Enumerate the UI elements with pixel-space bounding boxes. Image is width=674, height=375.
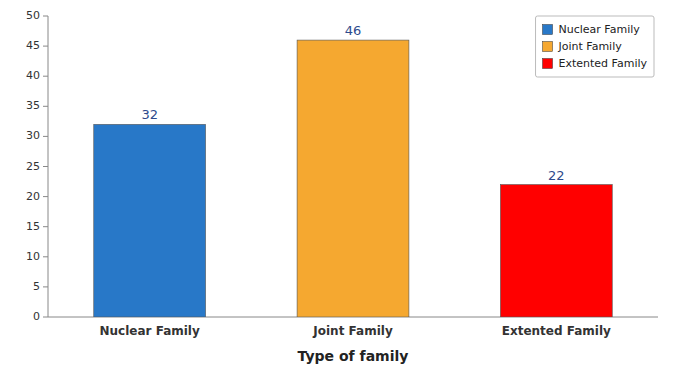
y-tick-label: 0 (33, 310, 40, 323)
legend-frame (536, 16, 654, 77)
y-tick-label: 50 (26, 9, 40, 22)
x-tick-label: Joint Family (312, 324, 393, 338)
y-tick (43, 286, 48, 287)
y-tick-label: 35 (26, 99, 40, 112)
y-tick (43, 76, 48, 77)
y-tick (43, 46, 48, 47)
y-axis: 0 5 10 15 20 25 30 35 40 45 50 (26, 9, 48, 323)
x-tick-label: Nuclear Family (100, 324, 200, 338)
bar (500, 185, 612, 317)
chart-container: 0 5 10 15 20 25 30 35 40 45 50 Nuclear Family Joint … (0, 0, 674, 375)
y-tick (43, 317, 48, 318)
y-tick (43, 106, 48, 107)
legend-swatch (543, 25, 553, 35)
y-tick-label: 25 (26, 160, 40, 173)
chart: 0 5 10 15 20 25 30 35 40 45 50 Nuclear Family Joint … (0, 0, 674, 375)
y-tick-label: 5 (33, 280, 40, 293)
legend: Nuclear Family Joint Family Extented Famil… (536, 16, 654, 77)
y-tick-label: 10 (26, 250, 40, 263)
x-axis-label: Type of family (298, 348, 409, 364)
y-tick (43, 196, 48, 197)
bar (94, 124, 206, 317)
data-label: 46 (345, 23, 362, 38)
legend-label: Extented Family (559, 57, 648, 70)
y-tick (43, 166, 48, 167)
y-tick-label: 15 (26, 220, 40, 233)
y-tick (43, 256, 48, 257)
legend-label: Nuclear Family (559, 23, 641, 36)
y-tick-label: 20 (26, 190, 40, 203)
y-tick (43, 136, 48, 137)
legend-label: Joint Family (558, 40, 623, 53)
legend-swatch (543, 42, 553, 52)
x-tick-label: Extented Family (502, 324, 611, 338)
x-axis: Nuclear Family Joint Family Extented Famil… (48, 317, 658, 338)
y-tick (43, 226, 48, 227)
legend-swatch (543, 59, 553, 69)
y-tick-label: 40 (26, 69, 40, 82)
bar (297, 40, 409, 317)
data-label: 22 (548, 168, 565, 183)
y-tick (43, 16, 48, 17)
bars (94, 40, 613, 317)
y-tick-label: 45 (26, 39, 40, 52)
data-label: 32 (141, 107, 158, 122)
y-tick-label: 30 (26, 129, 40, 142)
